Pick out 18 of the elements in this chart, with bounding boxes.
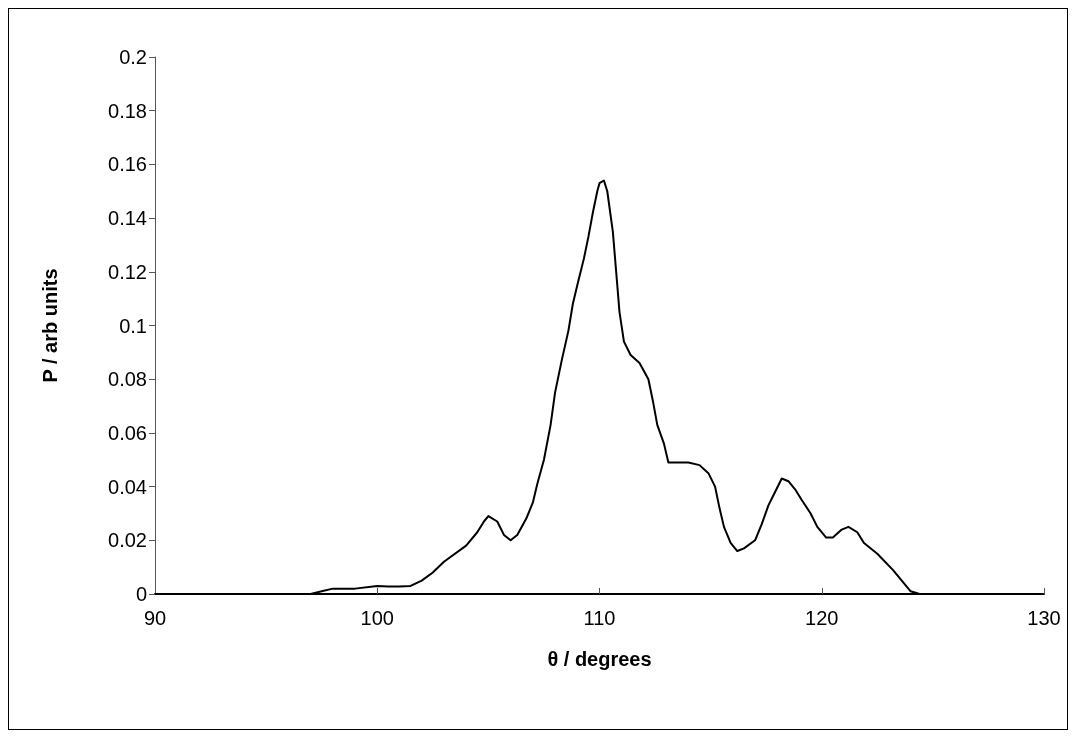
x-tick-label: 90 [143,607,167,629]
x-tick-label: 120 [805,607,839,629]
y-tick-label: 0.1 [119,314,147,337]
y-tick-label: 0.02 [108,529,147,552]
x-tick-label: 100 [360,607,394,629]
y-axis-title: P / arb units [39,268,61,383]
y-tick-label: 0.2 [119,46,147,68]
y-tick-label: 0.16 [108,153,147,176]
x-axis-title: θ / degrees [547,648,652,670]
y-tick-label: 0 [135,583,147,605]
y-tick-label: 0.04 [108,475,147,498]
y-tick-label: 0.18 [108,99,147,122]
y-tick-label: 0.14 [108,207,147,230]
y-tick-label: 0.12 [108,260,147,283]
x-tick-label: 130 [1027,607,1061,629]
y-tick-label: 0.06 [108,421,147,444]
x-tick-label: 110 [583,607,616,629]
y-tick-label: 0.08 [108,368,147,391]
